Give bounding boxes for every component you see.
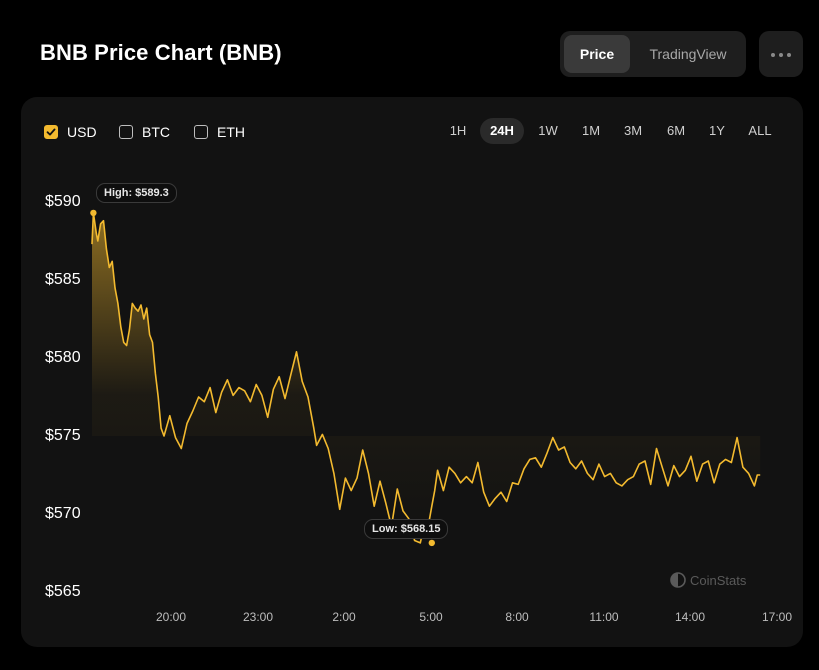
range-all[interactable]: ALL [748,123,772,138]
low-point-marker [428,539,435,547]
y-tick-label: $565 [45,583,81,600]
coinstats-logo-icon [670,572,686,588]
range-1y[interactable]: 1Y [709,123,725,138]
checkbox-icon [194,125,208,139]
checkbox-icon [44,125,58,139]
currency-checkbox-eth[interactable]: ETH [194,124,245,140]
more-dots-icon [787,53,791,57]
more-dots-icon [771,53,775,57]
range-3m[interactable]: 3M [623,123,643,138]
y-tick-label: $585 [45,271,81,288]
currency-label: USD [67,124,97,140]
view-toggle: Price TradingView [560,31,746,77]
x-tick-label: 14:00 [674,610,706,624]
x-tick-label: 23:00 [242,610,274,624]
y-tick-label: $575 [45,427,81,444]
range-24h[interactable]: 24H [480,118,524,144]
y-tick-label: $580 [45,349,81,366]
tradingview-tab[interactable]: TradingView [649,46,727,62]
more-options-button[interactable] [759,31,803,77]
currency-checkbox-btc[interactable]: BTC [119,124,170,140]
low-price-tooltip: Low: $568.15 [364,519,449,539]
high-price-tooltip: High: $589.3 [96,183,177,203]
y-tick-label: $570 [45,505,81,522]
more-dots-icon [779,53,783,57]
range-1h[interactable]: 1H [449,123,467,138]
range-6m[interactable]: 6M [666,123,686,138]
coinstats-watermark: CoinStats [670,572,746,588]
y-tick-label: $590 [45,193,81,210]
watermark-text: CoinStats [690,572,747,588]
range-1m[interactable]: 1M [581,123,601,138]
checkbox-icon [119,125,133,139]
x-tick-label: 11:00 [589,610,619,624]
high-point-marker [90,209,97,217]
x-tick-label: 2:00 [332,610,356,624]
price-tab[interactable]: Price [564,35,630,73]
x-tick-label: 8:00 [505,610,529,624]
x-tick-label: 5:00 [419,610,443,624]
range-1w[interactable]: 1W [538,123,558,138]
page-title: BNB Price Chart (BNB) [40,40,282,65]
currency-label: BTC [142,124,170,140]
x-tick-label: 17:00 [761,610,793,624]
price-line [91,212,761,544]
currency-label: ETH [217,124,245,140]
price-area-fill [92,212,761,543]
currency-checkbox-usd[interactable]: USD [44,124,97,140]
x-tick-label: 20:00 [155,610,187,624]
